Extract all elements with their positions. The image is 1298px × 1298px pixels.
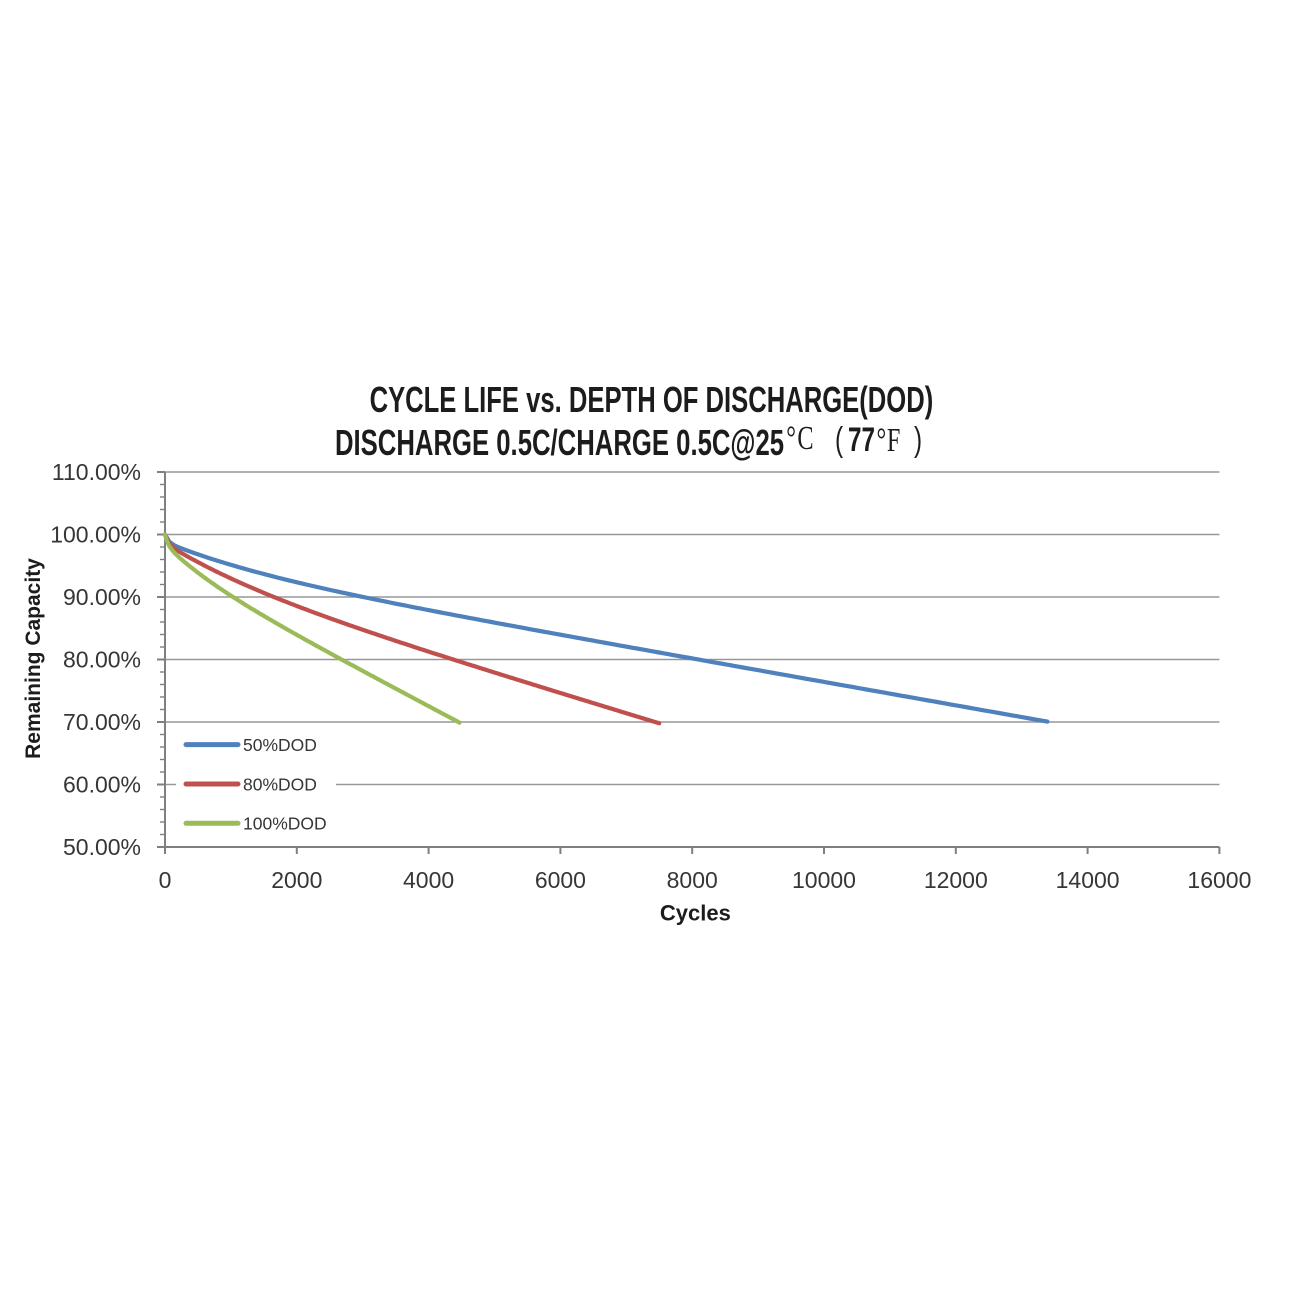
svg-text:6000: 6000 bbox=[535, 867, 586, 893]
svg-text:0: 0 bbox=[159, 867, 172, 893]
svg-text:100.00%: 100.00% bbox=[50, 522, 141, 548]
svg-text:10000: 10000 bbox=[792, 867, 856, 893]
svg-text:DISCHARGE 0.5C/CHARGE 0.5C@25°: DISCHARGE 0.5C/CHARGE 0.5C@25°C(77°F) bbox=[335, 420, 922, 463]
svg-text:16000: 16000 bbox=[1187, 867, 1251, 893]
svg-text:8000: 8000 bbox=[667, 867, 718, 893]
svg-text:50.00%: 50.00% bbox=[63, 834, 141, 860]
svg-text:CYCLE LIFE vs. DEPTH OF DISCHA: CYCLE LIFE vs. DEPTH OF DISCHARGE(DOD) bbox=[370, 380, 934, 420]
svg-text:14000: 14000 bbox=[1056, 867, 1120, 893]
svg-text:2000: 2000 bbox=[271, 867, 322, 893]
svg-text:Cycles: Cycles bbox=[660, 901, 731, 926]
svg-text:90.00%: 90.00% bbox=[63, 584, 141, 610]
svg-text:100%DOD: 100%DOD bbox=[243, 814, 327, 834]
svg-text:4000: 4000 bbox=[403, 867, 454, 893]
svg-text:80%DOD: 80%DOD bbox=[243, 774, 317, 794]
svg-text:110.00%: 110.00% bbox=[52, 459, 141, 485]
svg-text:Remaining Capacity: Remaining Capacity bbox=[22, 558, 45, 759]
svg-text:80.00%: 80.00% bbox=[63, 647, 141, 673]
svg-text:50%DOD: 50%DOD bbox=[243, 735, 317, 755]
svg-text:12000: 12000 bbox=[924, 867, 988, 893]
svg-text:60.00%: 60.00% bbox=[63, 772, 141, 798]
svg-text:70.00%: 70.00% bbox=[63, 709, 141, 735]
